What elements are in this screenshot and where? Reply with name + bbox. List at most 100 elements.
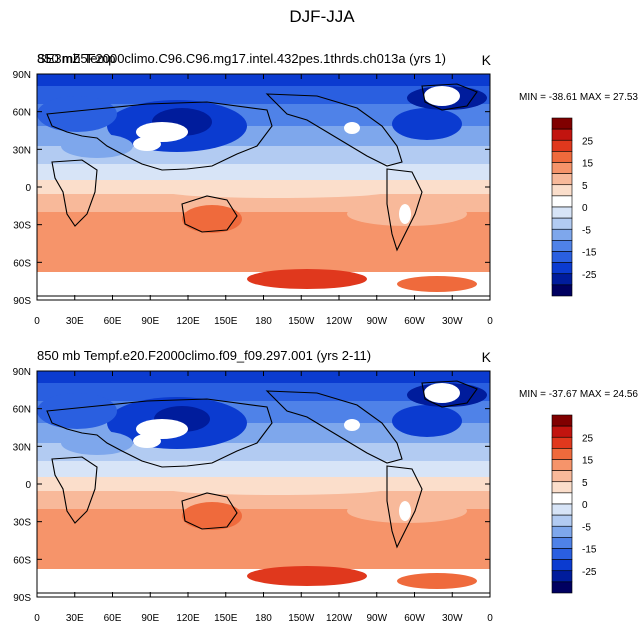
panel-1-axes: 0 30E 60E 90E 120E 150E 180 150W 120W 90W 60W 30W 09…: [13, 70, 494, 327]
x-tick-label: 120W: [326, 613, 353, 624]
x-tick-label: 150E: [214, 613, 238, 624]
y-tick-label: 60S: [13, 258, 31, 269]
colorbar-swatch: [551, 117, 573, 130]
colorbar-label: 25: [582, 136, 594, 147]
colorbar-swatch: [551, 162, 573, 174]
colorbar-label: -25: [582, 567, 597, 578]
colorbar-swatch: [551, 414, 573, 427]
colorbar-swatch: [551, 251, 573, 263]
y-tick-label: 60N: [13, 405, 31, 416]
x-tick-label: 30E: [66, 316, 84, 327]
colorbar-swatch: [551, 503, 573, 516]
colorbar-label: 0: [582, 500, 588, 511]
colorbar-label: 15: [582, 456, 594, 467]
panel-1-minmax: MIN = -38.61 MAX = 27.53: [519, 92, 638, 103]
colorbar-swatch: [551, 240, 573, 252]
colorbar-label: 0: [582, 203, 588, 214]
y-tick-label: 90N: [13, 367, 31, 378]
x-tick-label: 180: [255, 613, 272, 624]
colorbar-label: 5: [582, 478, 588, 489]
x-tick-label: 30E: [66, 613, 84, 624]
colorbar-label: 15: [582, 159, 594, 170]
x-tick-label: 180: [255, 316, 272, 327]
colorbar-swatch: [551, 436, 573, 449]
colorbar-swatch: [551, 273, 573, 286]
colorbar-label: -15: [582, 545, 597, 556]
panel-1-field: [37, 74, 490, 300]
panel-2-colorbar: 25 15 5 0 -5 -15 -25: [551, 414, 597, 594]
panel-1-title: 850 mb Temp: [37, 51, 116, 66]
x-tick-label: 150W: [288, 316, 315, 327]
panel-2-minmax: MIN = -37.67 MAX = 24.56: [519, 389, 638, 400]
colorbar-swatch: [551, 425, 573, 438]
y-tick-label: 90S: [13, 593, 31, 604]
colorbar-swatch: [551, 217, 573, 230]
colorbar-swatch: [551, 284, 573, 297]
y-tick-label: 90N: [13, 70, 31, 81]
panel-1-colorbar: 25 15 5 0 -5 -15 -25: [551, 117, 597, 297]
colorbar-swatch: [551, 525, 573, 538]
x-tick-label: 60W: [404, 613, 425, 624]
colorbar-swatch: [551, 570, 573, 583]
x-tick-label: 0: [34, 613, 40, 624]
y-tick-label: 30S: [13, 221, 31, 232]
x-tick-label: 60E: [104, 613, 122, 624]
x-tick-label: 150E: [214, 316, 238, 327]
figure-title: DJF-JJA: [289, 7, 355, 26]
colorbar-swatch: [551, 195, 573, 208]
colorbar-swatch: [551, 151, 573, 163]
x-tick-label: 120E: [176, 613, 200, 624]
x-tick-label: 30W: [442, 316, 463, 327]
panel-2-units: K: [482, 349, 492, 365]
colorbar-swatch: [551, 206, 573, 219]
colorbar-label: 25: [582, 433, 594, 444]
colorbar-swatch: [551, 184, 573, 197]
panel-1-units: K: [482, 52, 492, 68]
colorbar-swatch: [551, 228, 573, 241]
x-tick-label: 120W: [326, 316, 353, 327]
colorbar-label: -5: [582, 522, 591, 533]
colorbar-swatch: [551, 459, 573, 471]
colorbar-swatch: [551, 173, 573, 186]
x-tick-label: 120E: [176, 316, 200, 327]
colorbar-swatch: [551, 262, 573, 275]
x-tick-label: 90E: [141, 316, 159, 327]
x-tick-label: 150W: [288, 613, 315, 624]
x-tick-label: 0: [34, 316, 40, 327]
colorbar-label: -15: [582, 248, 597, 259]
colorbar-swatch: [551, 537, 573, 549]
colorbar-swatch: [551, 470, 573, 483]
y-tick-label: 60S: [13, 555, 31, 566]
y-tick-label: 30S: [13, 518, 31, 529]
panel-1-title-overlap: SE3mZ5F2000climo.C96.C96.mg17.intel.432p…: [37, 51, 446, 66]
panel-2-title: 850 mb Tempf.e20.F2000climo.f09_f09.297.…: [37, 348, 371, 363]
panel-2-field: [37, 371, 490, 597]
colorbar-swatch: [551, 481, 573, 494]
x-tick-label: 90E: [141, 613, 159, 624]
colorbar-label: 5: [582, 181, 588, 192]
panel-1: 850 mb Temp SE3mZ5F2000climo.C96.C96.mg1…: [13, 51, 639, 327]
x-tick-label: 60W: [404, 316, 425, 327]
colorbar-swatch: [551, 492, 573, 505]
panel-2: 850 mb Tempf.e20.F2000climo.f09_f09.297.…: [13, 348, 639, 624]
colorbar-label: -5: [582, 225, 591, 236]
colorbar-swatch: [551, 559, 573, 572]
colorbar-swatch: [551, 581, 573, 594]
colorbar-swatch: [551, 448, 573, 460]
y-tick-label: 30N: [13, 145, 31, 156]
colorbar-label: -25: [582, 270, 597, 281]
colorbar-swatch: [551, 128, 573, 141]
x-tick-label: 0: [487, 316, 493, 327]
x-tick-label: 0: [487, 613, 493, 624]
y-tick-label: 30N: [13, 442, 31, 453]
x-tick-label: 90W: [366, 316, 387, 327]
colorbar-swatch: [551, 514, 573, 527]
x-tick-label: 60E: [104, 316, 122, 327]
x-tick-label: 30W: [442, 613, 463, 624]
x-tick-label: 90W: [366, 613, 387, 624]
y-tick-label: 90S: [13, 296, 31, 307]
y-tick-label: 0: [25, 183, 31, 194]
panel-2-axes: 0 30E 60E 90E 120E 150E 180 150W 120W 90W 60W 30W 09…: [13, 367, 494, 624]
y-tick-label: 0: [25, 480, 31, 491]
